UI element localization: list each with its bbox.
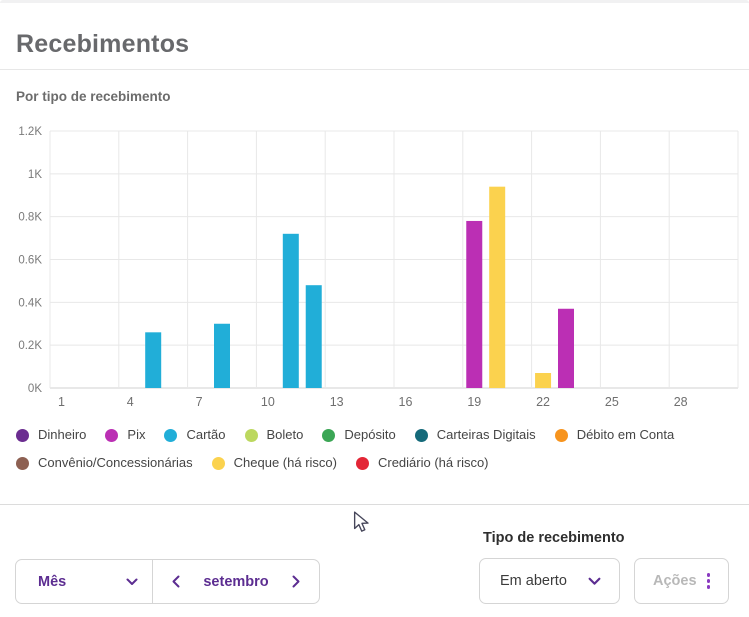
y-tick-label: 0.8K (18, 212, 42, 224)
y-tick-label: 1K (28, 169, 42, 181)
legend-item-label: Carteiras Digitais (436, 427, 536, 442)
legend-item[interactable]: Depósito (322, 426, 396, 444)
bar-Cheque (há risco)-day-22[interactable] (535, 373, 552, 388)
x-tick-label: 19 (467, 395, 481, 409)
chart-canvas: 0K 0.2K 0.4K 0.6K 0.8K 1K 1.2K 1 4 7 10 13 16 19 22 25 2… (18, 126, 739, 409)
y-tick-label: 1.2K (18, 126, 42, 138)
x-tick-label: 28 (674, 395, 688, 409)
x-tick-label: 1 (58, 395, 65, 409)
legend-item[interactable]: Cartão (164, 426, 226, 444)
mouse-cursor (353, 511, 369, 532)
legend-item-label: Cartão (186, 427, 226, 442)
x-tick-label: 25 (605, 395, 619, 409)
chevron-right-icon (292, 575, 300, 588)
header-divider (0, 69, 749, 70)
previous-month-button[interactable] (168, 571, 184, 592)
legend-item-label: Pix (127, 427, 146, 442)
footer-divider (0, 504, 749, 505)
y-tick-label: 0.6K (18, 255, 42, 267)
chevron-left-icon (172, 575, 180, 588)
x-tick-label: 22 (536, 395, 550, 409)
legend-dot-icon (16, 456, 29, 470)
legend-item[interactable]: Crediário (há risco) (355, 454, 489, 472)
legend-dot-icon (414, 428, 428, 442)
legend-dot-icon (211, 456, 225, 470)
bar-Cheque (há risco)-day-20[interactable] (489, 186, 506, 388)
next-month-button[interactable] (288, 571, 304, 592)
legend-item[interactable]: Convênio/Concessionárias (16, 454, 193, 472)
receipt-status-select[interactable]: Em aberto (479, 558, 620, 604)
chevron-down-icon (588, 577, 601, 585)
x-tick-label: 16 (399, 395, 413, 409)
legend-item-label: Dinheiro (38, 427, 87, 442)
legend-dot-icon (322, 428, 336, 442)
x-tick-label: 4 (127, 395, 134, 409)
y-tick-label: 0.4K (18, 297, 42, 309)
x-tick-label: 13 (330, 395, 344, 409)
actions-button-label: Ações (652, 573, 697, 589)
chart-legend: Dinheiro Pix Cartão Boleto Depósito Carteiras… (16, 426, 740, 472)
period-control-group: Mês setembro (15, 559, 320, 604)
legend-item[interactable]: Pix (105, 426, 145, 444)
bar-Cartão-day-5[interactable] (145, 332, 162, 388)
bar-Cartão-day-12[interactable] (305, 285, 322, 388)
legend-item-label: Convênio/Concessionárias (38, 455, 193, 470)
legend-item-label: Crediário (há risco) (377, 455, 489, 470)
period-type-value: Mês (38, 573, 67, 590)
kebab-menu-icon (706, 573, 711, 589)
legend-item-label: Cheque (há risco) (233, 455, 337, 470)
x-tick-label: 7 (196, 395, 203, 409)
legend-dot-icon (244, 428, 258, 442)
legend-dot-icon (164, 428, 178, 442)
chart-section-title: Por tipo de recebimento (16, 89, 171, 104)
current-month-label: setembro (203, 573, 269, 590)
legend-item[interactable]: Cheque (há risco) (211, 454, 337, 472)
receipt-status-value: Em aberto (500, 573, 567, 589)
bar-Cartão-day-11[interactable] (282, 233, 299, 388)
legend-item-label: Depósito (344, 427, 396, 442)
legend-item-label: Débito em Conta (576, 427, 675, 442)
legend-item[interactable]: Carteiras Digitais (414, 426, 536, 444)
legend-item[interactable]: Débito em Conta (554, 426, 675, 444)
y-tick-label: 0K (28, 383, 42, 395)
bar-Cartão-day-8[interactable] (214, 323, 230, 388)
chevron-down-icon (126, 578, 138, 585)
month-navigator: setembro (153, 560, 319, 603)
bar-Pix-day-19[interactable] (466, 220, 483, 388)
legend-dot-icon (105, 428, 119, 442)
y-tick-label: 0.2K (18, 340, 42, 352)
x-tick-label: 10 (261, 395, 275, 409)
legend-dot-icon (355, 456, 369, 470)
page-title: Recebimentos (16, 29, 190, 58)
receipts-bar-chart: 0K 0.2K 0.4K 0.6K 0.8K 1K 1.2K 1 4 7 10 13 16 19 22 25 2… (0, 118, 749, 414)
legend-dot-icon (16, 428, 29, 442)
actions-button[interactable]: Ações (634, 558, 729, 604)
card-top-edge (0, 0, 749, 3)
legend-item-label: Boleto (266, 427, 304, 442)
receipt-type-filter-label: Tipo de recebimento (483, 530, 625, 546)
legend-item[interactable]: Dinheiro (16, 426, 86, 444)
bar-Pix-day-23[interactable] (558, 308, 574, 388)
period-type-select[interactable]: Mês (16, 560, 153, 603)
legend-item[interactable]: Boleto (244, 426, 304, 444)
legend-dot-icon (554, 428, 568, 442)
